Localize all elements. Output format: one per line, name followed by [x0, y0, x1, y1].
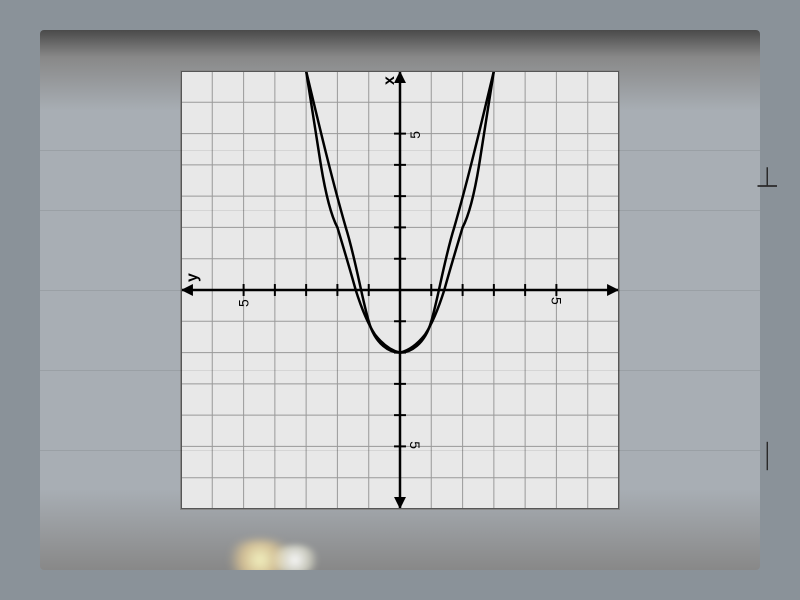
photo-frame: y x 5 5 5 5 — [40, 30, 760, 570]
tick-neg5-y: 5 — [548, 297, 564, 305]
tick-pos5-x: 5 — [407, 131, 423, 139]
parabola-curve-lower — [400, 71, 494, 353]
side-mark-2: — — [750, 442, 782, 470]
arrow-left-icon — [394, 497, 406, 509]
light-glow2-icon — [270, 545, 320, 570]
tick-neg5-x: 5 — [407, 441, 423, 449]
parabola-curve-precise — [306, 71, 400, 353]
y-axis-label: y — [184, 273, 201, 282]
x-axis-label: x — [381, 76, 398, 85]
tick-pos5-y: 5 — [236, 299, 252, 307]
side-mark-1: ⊢ — [751, 165, 785, 189]
